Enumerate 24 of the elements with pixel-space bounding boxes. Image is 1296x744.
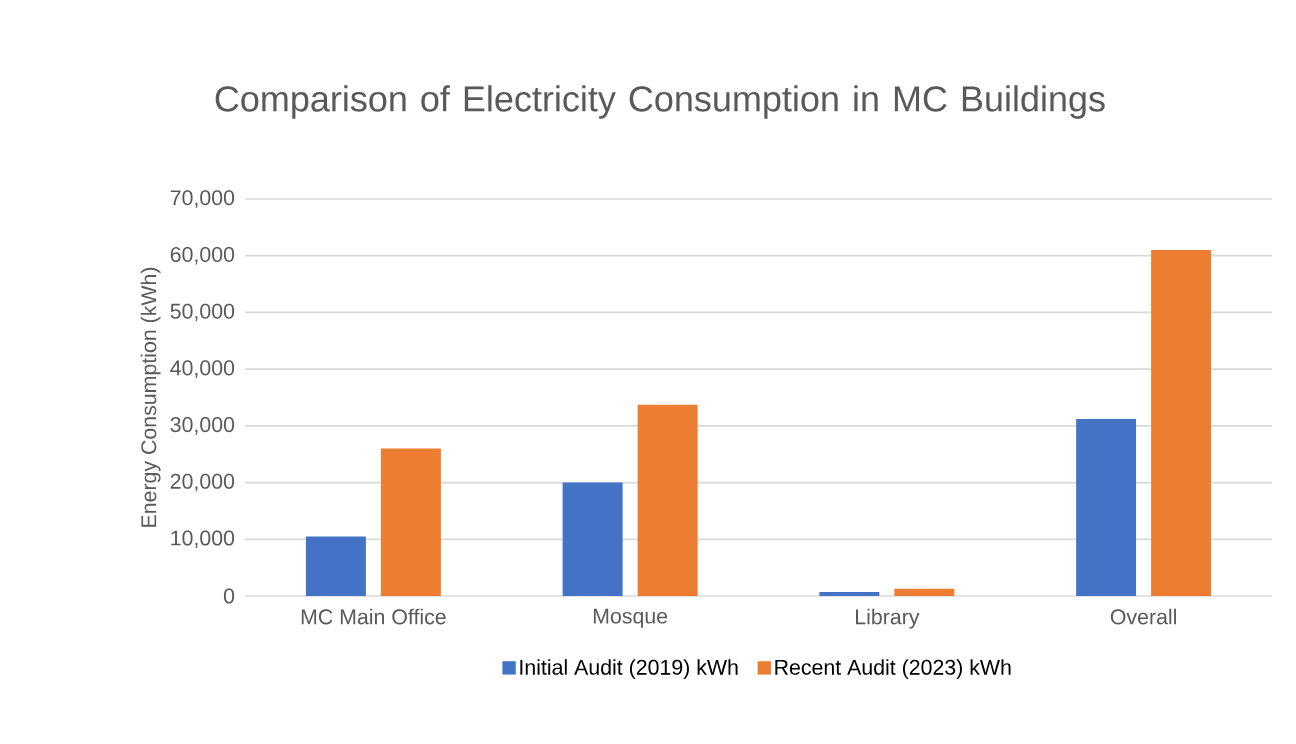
x-tick-label: Mosque	[593, 608, 668, 628]
y-tick-label: 0	[223, 588, 235, 604]
y-tick-label: 30,000	[170, 417, 235, 435]
y-tick-label: 20,000	[170, 473, 235, 492]
bar	[894, 588, 955, 596]
y-tick-label: 40,000	[170, 360, 235, 378]
legend-label: Initial Audit (2019) kWh	[520, 659, 738, 680]
bar	[1151, 250, 1212, 596]
legend-label: Recent Audit (2023) kWh	[775, 659, 1011, 680]
y-axis-title: Energy Consumption (kWh)	[140, 267, 161, 527]
bar	[562, 482, 623, 596]
x-tick-label: Overall	[1110, 608, 1176, 625]
bar	[305, 536, 366, 596]
bar	[1076, 419, 1137, 596]
y-tick-label: 50,000	[170, 303, 235, 322]
bar	[819, 592, 880, 596]
bar	[380, 448, 441, 596]
chart-title: Comparison of Electricity Consumption in MC Buildings	[215, 85, 1105, 119]
bar	[637, 404, 698, 596]
y-tick-label: 60,000	[170, 246, 235, 265]
y-tick-label: 10,000	[171, 530, 235, 549]
x-tick-label: Library	[856, 608, 920, 629]
y-tick-label: 70,000	[170, 190, 235, 208]
x-tick-label: MC Main Office	[301, 608, 446, 625]
